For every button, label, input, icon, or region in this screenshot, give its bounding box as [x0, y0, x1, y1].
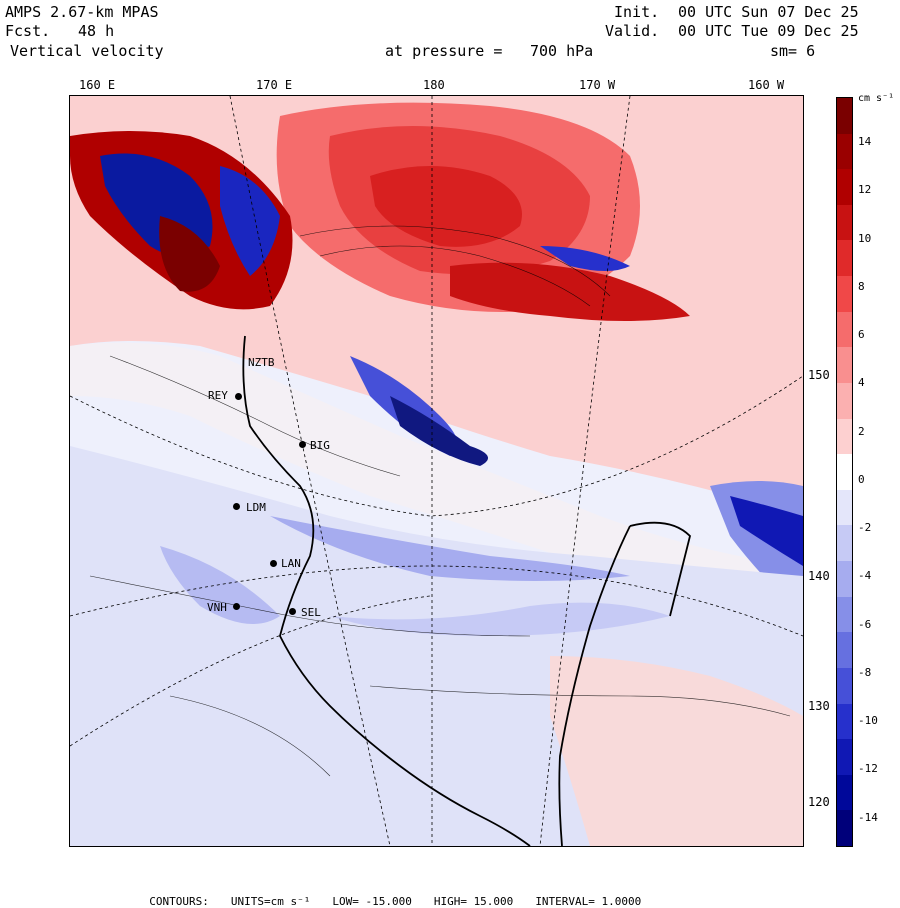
colorbar-segment: [837, 596, 852, 633]
colorbar-segment: [837, 739, 852, 776]
colorbar-segment: [837, 774, 852, 811]
station-sel-marker: [289, 608, 296, 615]
colorbar-label: -12: [858, 762, 878, 776]
contour-footer: CONTOURS: UNITS=cm s⁻¹ LOW= -15.000 HIGH= 1…: [136, 882, 663, 908]
station-rey-marker: [235, 393, 242, 400]
init-label: Init.: [614, 3, 660, 21]
station-big-marker: [299, 441, 306, 448]
colorbar-label: -2: [858, 521, 872, 535]
valid-time: 00 UTC Tue 09 Dec 25: [678, 22, 859, 40]
colorbar-label: 8: [858, 279, 865, 293]
colorbar-label: -4: [858, 569, 872, 583]
level-label: at pressure =: [385, 42, 503, 60]
forecast-hours: 48 h: [78, 22, 115, 40]
colorbar-segment: [837, 703, 852, 740]
station-vnh-marker: [233, 603, 240, 610]
station-ldm: LDM: [246, 501, 266, 514]
station-nztb: NZTB: [248, 356, 275, 369]
contour-units: UNITS=cm s⁻¹: [230, 895, 311, 908]
lon-label-170w: 170 W: [579, 78, 616, 92]
lon-label-180: 180: [423, 78, 445, 92]
colorbar-label: 10: [858, 231, 872, 245]
colorbar-label: 6: [858, 328, 865, 342]
colorbar-segment: [837, 276, 852, 313]
colorbar-segment: [837, 311, 852, 348]
colorbar-segment: [837, 240, 852, 277]
lon-label-160w: 160 W: [748, 78, 785, 92]
map-canvas: [70, 96, 803, 846]
station-big: BIG: [310, 439, 330, 452]
lon-label-170e: 170 E: [256, 78, 293, 92]
contours-label: CONTOURS:: [149, 895, 209, 908]
colorbar-segment: [837, 454, 852, 491]
vertical-velocity-map: NZTB REY BIG LDM LAN VNH SEL: [69, 95, 804, 847]
colorbar-segment: [837, 347, 852, 384]
colorbar-label: -8: [858, 665, 872, 679]
station-lan: LAN: [281, 557, 301, 570]
forecast-label: Fcst.: [5, 22, 51, 40]
station-vnh: VNH: [207, 601, 227, 614]
colorbar-segment: [837, 98, 852, 135]
colorbar-units: cm s⁻¹: [858, 93, 895, 104]
level-value: 700 hPa: [530, 42, 594, 60]
colorbar-segment: [837, 561, 852, 598]
field-name: Vertical velocity: [10, 42, 164, 60]
station-lan-marker: [270, 560, 277, 567]
lon-label-160e: 160 E: [79, 78, 116, 92]
station-ldm-marker: [233, 503, 240, 510]
colorbar-segment: [837, 133, 852, 170]
colorbar-segment: [837, 382, 852, 420]
colorbar-label: -6: [858, 617, 872, 631]
contour-interval: INTERVAL= 1.0000: [535, 895, 642, 908]
colorbar-segment: [837, 204, 852, 241]
colorbar-segment: [837, 169, 852, 206]
init-time: 00 UTC Sun 07 Dec 25: [678, 3, 859, 21]
colorbar-label: -10: [858, 714, 878, 728]
station-rey: REY: [208, 389, 228, 402]
colorbar-label: 14: [858, 135, 872, 149]
colorbar-segment: [837, 489, 852, 526]
station-sel: SEL: [301, 606, 321, 619]
model-name: AMPS 2.67-km MPAS: [5, 3, 159, 21]
colorbar-segment: [837, 418, 852, 455]
colorbar-label: 4: [858, 376, 865, 390]
colorbar-segment: [837, 667, 852, 704]
colorbar-segment: [837, 525, 852, 562]
valid-label: Valid.: [605, 22, 660, 40]
colorbar: [836, 97, 853, 847]
smoothing-label: sm= 6: [770, 42, 816, 60]
colorbar-segment: [837, 810, 852, 847]
colorbar-label: -14: [858, 810, 878, 824]
colorbar-label: 12: [858, 183, 872, 197]
lat-label-150w: 150 W: [808, 368, 845, 382]
colorbar-segment: [837, 632, 852, 669]
colorbar-label: 0: [858, 472, 865, 486]
contour-low: LOW= -15.000: [332, 895, 412, 908]
lat-label-130w: 130 W: [808, 699, 845, 713]
colorbar-label: 2: [858, 424, 865, 438]
contour-high: HIGH= 15.000: [433, 895, 514, 908]
